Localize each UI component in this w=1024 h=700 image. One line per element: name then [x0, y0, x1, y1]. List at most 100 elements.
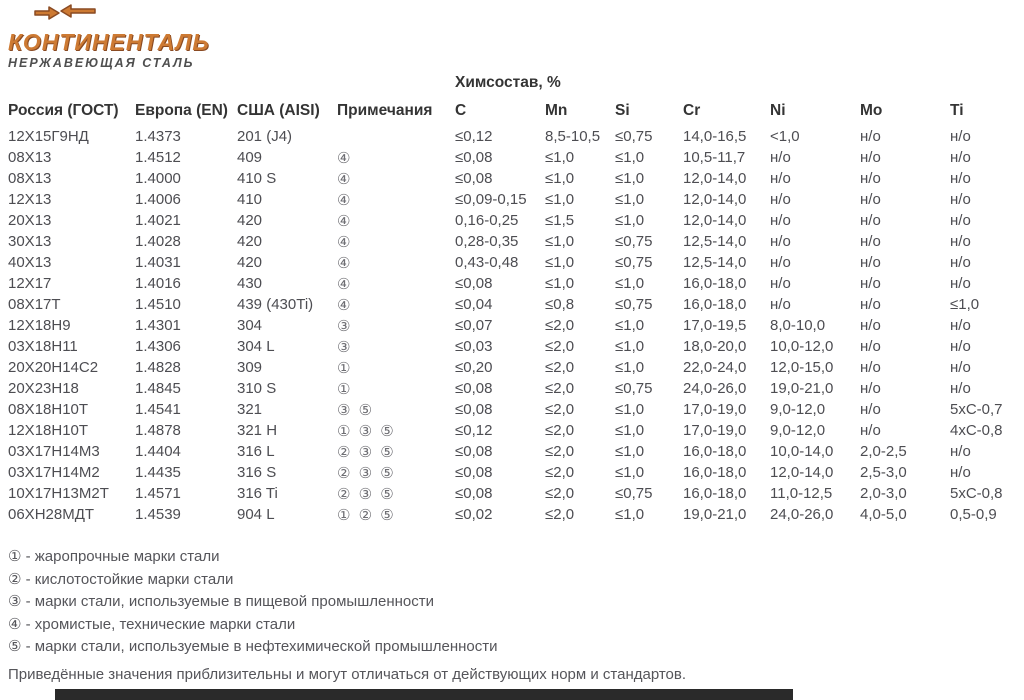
- table-cell: н/о: [860, 401, 881, 418]
- table-row: 12Х15Г9НД 1.4373 201 (J4) ≤0,12 8,5-10,5 ≤0,7…: [8, 126, 1016, 147]
- table-cell: ≤2,0: [545, 359, 575, 376]
- table-cell: ≤0,08: [455, 149, 493, 166]
- table-cell: ≤0,75: [615, 296, 653, 313]
- table-cell: 17,0-19,0: [683, 422, 747, 439]
- table-cell: 1.4571: [135, 485, 181, 502]
- logo-subtitle: НЕРЖАВЕЮЩАЯ СТАЛЬ: [8, 56, 195, 71]
- table-cell: ≤2,0: [545, 317, 575, 334]
- table-cell: 2,0-2,5: [860, 443, 907, 460]
- table-cell: ≤0,02: [455, 506, 493, 523]
- table-cell: ≤2,0: [545, 401, 575, 418]
- table-cell: ≤0,75: [615, 380, 653, 397]
- table-cell: 40Х13: [8, 254, 52, 271]
- table-cell: 12Х17: [8, 275, 52, 292]
- group-header-row: Химсостав, %: [8, 70, 1016, 96]
- table-cell: н/о: [860, 380, 881, 397]
- table-cell: 24,0-26,0: [683, 380, 747, 397]
- table-cell: 8,5-10,5: [545, 128, 601, 145]
- table-cell: 10,0-12,0: [770, 338, 834, 355]
- table-cell: 16,0-18,0: [683, 464, 747, 481]
- logo[interactable]: КОНТИНЕНТАЛЬ НЕРЖАВЕЮЩАЯ СТАЛЬ: [8, 4, 308, 70]
- table-cell: ≤1,0: [615, 149, 645, 166]
- table-cell: 12Х18Н9: [8, 317, 71, 334]
- column-header: Ti: [950, 102, 964, 119]
- table-cell: 17,0-19,0: [683, 401, 747, 418]
- table-cell: 1.4404: [135, 443, 181, 460]
- table-cell: ≤1,0: [615, 212, 645, 229]
- table-cell: н/о: [860, 422, 881, 439]
- column-header: США (AISI): [237, 102, 320, 119]
- table-cell: 309: [237, 359, 263, 376]
- table-cell: 1.4306: [135, 338, 181, 355]
- table-cell: ≤0,08: [455, 443, 493, 460]
- table-cell: 410: [237, 191, 263, 208]
- table-cell: н/о: [950, 380, 971, 397]
- table-cell: н/о: [950, 338, 971, 355]
- table-cell: ≤1,0: [615, 401, 645, 418]
- table-cell: 22,0-24,0: [683, 359, 747, 376]
- table-cell: ≤1,5: [545, 212, 575, 229]
- table-row: 06ХН28МДТ 1.4539 904 L ① ② ⑤ ≤0,02 ≤2,0 ≤1,0 19…: [8, 504, 1016, 525]
- table-cell: н/о: [950, 212, 971, 229]
- notes-cell: ①: [337, 359, 353, 377]
- table-cell: 06ХН28МДТ: [8, 506, 95, 523]
- table-cell: ≤0,08: [455, 401, 493, 418]
- column-header: Cr: [683, 102, 701, 119]
- table-cell: 1.4845: [135, 380, 181, 397]
- table-row: 08Х13 1.4000 410 S ④ ≤0,08 ≤1,0 ≤1,0 12,0-14,0 н…: [8, 168, 1016, 189]
- group-header-spacer: [8, 70, 455, 96]
- table-cell: ≤1,0: [545, 149, 575, 166]
- footnote: ④ - хромистые, технические марки стали: [8, 615, 296, 633]
- table-cell: ≤2,0: [545, 506, 575, 523]
- table-cell: 20Х13: [8, 212, 52, 229]
- table-cell: н/о: [950, 275, 971, 292]
- footnotes: ① - жаропрочные марки стали ② - кислотост…: [8, 546, 498, 659]
- notes-cell: ④: [337, 149, 353, 167]
- table-cell: н/о: [770, 233, 791, 250]
- table-cell: ≤2,0: [545, 422, 575, 439]
- table-cell: ≤1,0: [615, 422, 645, 439]
- table-row: 03Х18Н11 1.4306 304 L ③ ≤0,03 ≤2,0 ≤1,0 18,0-20…: [8, 336, 1016, 357]
- table-cell: 03Х17Н14М3: [8, 443, 100, 460]
- notes-cell: ① ③ ⑤: [337, 422, 396, 440]
- table-cell: 10,0-14,0: [770, 443, 834, 460]
- table-cell: н/о: [950, 359, 971, 376]
- table-cell: ≤0,75: [615, 128, 653, 145]
- table-cell: 304: [237, 317, 263, 334]
- table-cell: н/о: [860, 254, 881, 271]
- table-cell: н/о: [770, 275, 791, 292]
- table-cell: 410 S: [237, 170, 277, 187]
- footnote: ① - жаропрочные марки стали: [8, 548, 220, 565]
- table-cell: н/о: [950, 233, 971, 250]
- table-cell: н/о: [860, 317, 881, 334]
- footer-bar: [55, 689, 793, 700]
- table-cell: 2,5-3,0: [860, 464, 907, 481]
- table-cell: 1.4828: [135, 359, 181, 376]
- table-cell: ≤1,0: [615, 443, 645, 460]
- column-header: Примечания: [337, 102, 433, 119]
- notes-cell: ④: [337, 296, 353, 314]
- column-header: C: [455, 102, 467, 119]
- table-cell: 11,0-12,5: [770, 485, 833, 502]
- table-cell: ≤0,20: [455, 359, 493, 376]
- table-cell: н/о: [770, 254, 791, 271]
- table-row: 20Х20Н14С2 1.4828 309 ① ≤0,20 ≤2,0 ≤1,0 22,0-24…: [8, 357, 1016, 378]
- table-row: 12Х18Н10Т 1.4878 321 H ① ③ ⑤ ≤0,12 ≤2,0 ≤1,0 17…: [8, 420, 1016, 441]
- group-header: Химсостав, %: [455, 74, 561, 91]
- table-cell: н/о: [860, 128, 881, 145]
- column-header: Россия (ГОСТ): [8, 102, 119, 119]
- table-cell: ≤1,0: [545, 191, 575, 208]
- table-cell: 12Х15Г9НД: [8, 128, 89, 145]
- table-cell: ≤1,0: [615, 191, 645, 208]
- table-cell: ≤1,0: [615, 275, 645, 292]
- table-cell: ≤0,8: [545, 296, 575, 313]
- table-cell: 14,0-16,5: [683, 128, 747, 145]
- table-cell: 18,0-20,0: [683, 338, 747, 355]
- table-cell: 2,0-3,0: [860, 485, 907, 502]
- table-cell: 420: [237, 233, 263, 250]
- table-cell: 1.4021: [135, 212, 181, 229]
- table-cell: ≤1,0: [950, 296, 980, 313]
- notes-cell: ① ② ⑤: [337, 506, 396, 524]
- table-cell: н/о: [770, 149, 791, 166]
- table-row: 30Х13 1.4028 420 ④ 0,28-0,35 ≤1,0 ≤0,75 12,5-14…: [8, 231, 1016, 252]
